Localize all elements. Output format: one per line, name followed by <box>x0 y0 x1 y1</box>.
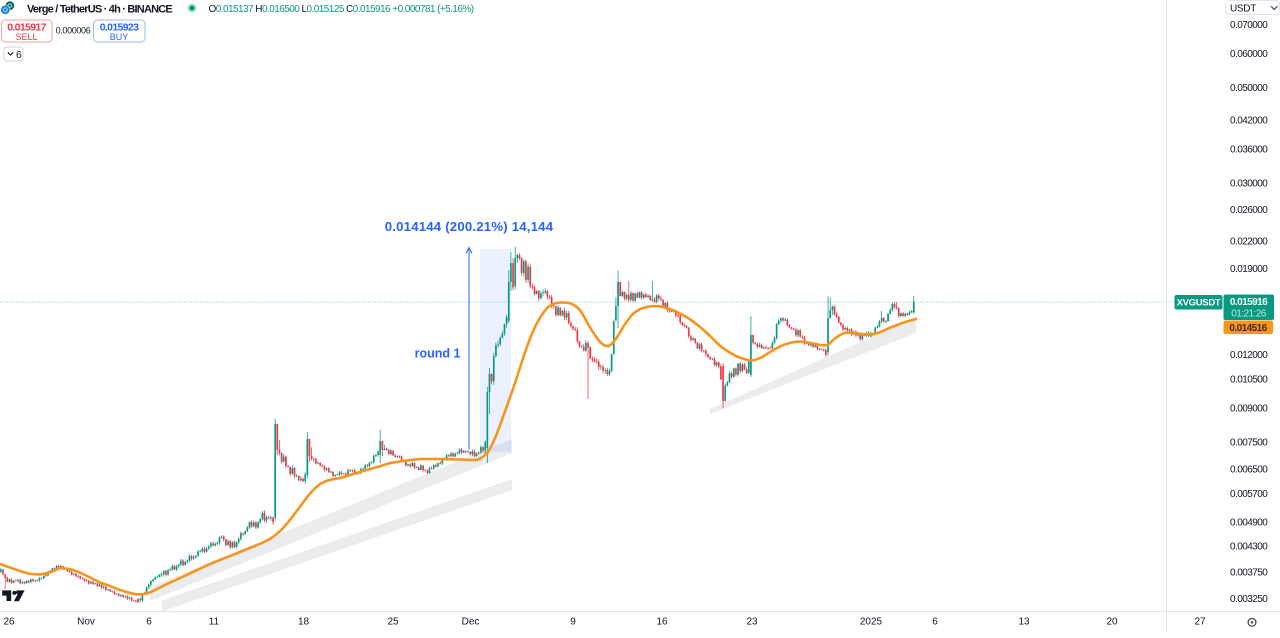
svg-text:round 1: round 1 <box>415 347 461 361</box>
svg-text:0.019000: 0.019000 <box>1230 264 1268 275</box>
svg-text:SELL: SELL <box>15 32 37 42</box>
svg-text:0.010500: 0.010500 <box>1230 375 1268 386</box>
svg-text:0.060000: 0.060000 <box>1230 49 1268 60</box>
svg-text:23: 23 <box>746 617 758 628</box>
svg-text:0.004900: 0.004900 <box>1230 517 1268 528</box>
svg-text:01:21:26: 01:21:26 <box>1231 309 1267 320</box>
svg-text:6: 6 <box>16 49 22 61</box>
svg-text:11: 11 <box>209 617 220 628</box>
svg-text:20: 20 <box>1106 617 1118 628</box>
svg-text:18: 18 <box>298 617 310 628</box>
svg-text:Nov: Nov <box>77 617 95 628</box>
svg-text:0.050000: 0.050000 <box>1230 83 1268 94</box>
svg-text:Verge / TetherUS · 4h · BINANC: Verge / TetherUS · 4h · BINANCE <box>27 4 172 16</box>
svg-text:0.009000: 0.009000 <box>1230 404 1268 415</box>
svg-text:6: 6 <box>146 617 152 628</box>
svg-text:6: 6 <box>932 617 938 628</box>
svg-text:25: 25 <box>387 617 399 628</box>
svg-text:0.007500: 0.007500 <box>1230 438 1268 449</box>
svg-text:Dec: Dec <box>462 617 480 628</box>
svg-text:0.015917: 0.015917 <box>7 22 46 34</box>
svg-text:13: 13 <box>1018 617 1030 628</box>
svg-text:0.014144 (200.21%) 14,144: 0.014144 (200.21%) 14,144 <box>385 219 554 234</box>
svg-text:0.005700: 0.005700 <box>1230 489 1268 500</box>
svg-text:BUY: BUY <box>110 32 129 42</box>
svg-text:0.004300: 0.004300 <box>1230 542 1268 553</box>
svg-text:0.014516: 0.014516 <box>1229 323 1267 334</box>
svg-text:0.070000: 0.070000 <box>1230 20 1268 31</box>
svg-text:27: 27 <box>1194 617 1206 628</box>
svg-text:26: 26 <box>3 617 15 628</box>
svg-text:9: 9 <box>570 617 576 628</box>
svg-text:0.042000: 0.042000 <box>1230 116 1268 127</box>
svg-text:0.012000: 0.012000 <box>1230 350 1268 361</box>
svg-text:0.003250: 0.003250 <box>1230 594 1268 605</box>
svg-text:2025: 2025 <box>860 617 883 628</box>
svg-text:0.015916: 0.015916 <box>1230 297 1268 308</box>
svg-text:0.000006: 0.000006 <box>56 26 91 36</box>
svg-text:16: 16 <box>656 617 668 628</box>
svg-text:0.003750: 0.003750 <box>1230 567 1268 578</box>
svg-text:XVGUSDT: XVGUSDT <box>1177 298 1221 309</box>
svg-text:0.022000: 0.022000 <box>1230 236 1268 247</box>
svg-text:0.030000: 0.030000 <box>1230 178 1268 189</box>
svg-text:USDT: USDT <box>1230 4 1256 15</box>
svg-text:0.015923: 0.015923 <box>100 22 139 34</box>
svg-text:0.006500: 0.006500 <box>1230 464 1268 475</box>
svg-text:0.026000: 0.026000 <box>1230 205 1268 216</box>
svg-text:O0.015137 H0.016500 L0.015125: O0.015137 H0.016500 L0.015125 C0.015916 … <box>209 4 474 15</box>
svg-text:0.036000: 0.036000 <box>1230 144 1268 155</box>
